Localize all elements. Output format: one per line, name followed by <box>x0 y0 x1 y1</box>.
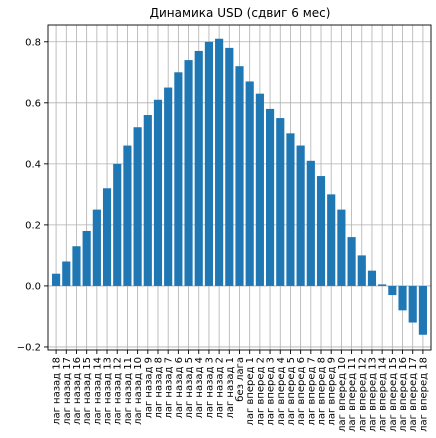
y-tick-label: 0.0 <box>25 281 41 292</box>
bar <box>164 87 173 286</box>
bar <box>153 99 163 286</box>
x-tick-label: лаг назад 6 <box>174 357 185 419</box>
bar <box>378 284 387 286</box>
x-tick-label: лаг назад 15 <box>82 357 93 425</box>
bar <box>296 145 305 286</box>
bar <box>367 270 377 286</box>
bar <box>245 81 254 286</box>
y-tick-label: 0.8 <box>25 37 41 48</box>
x-tick-label: лаг вперед 5 <box>286 357 297 426</box>
x-tick-label: лаг вперед 3 <box>266 357 277 426</box>
x-tick-label: лаг вперед 12 <box>357 357 368 432</box>
bars-layer <box>52 38 427 335</box>
x-tick-label: лаг назад 1 <box>225 357 236 419</box>
x-tick-label: лаг вперед 4 <box>276 357 287 426</box>
bar <box>316 176 326 286</box>
bar <box>408 285 417 323</box>
x-tick-label: лаг вперед 18 <box>418 357 429 432</box>
bar <box>174 72 183 286</box>
bar <box>52 273 61 286</box>
bar <box>306 160 315 286</box>
x-tick-label: лаг назад 11 <box>123 357 134 425</box>
x-tick-label: лаг назад 18 <box>52 357 63 425</box>
x-tick-label: без лага <box>235 357 246 402</box>
y-tick-label: 0.2 <box>25 220 41 231</box>
bar <box>194 50 203 286</box>
y-tick-label: 0.4 <box>25 159 41 170</box>
bar <box>357 255 366 286</box>
x-tick-label: лаг вперед 14 <box>378 357 389 432</box>
x-tick-label: лаг назад 12 <box>113 357 124 425</box>
x-tick-label: лаг вперед 10 <box>337 357 348 432</box>
bar <box>347 237 356 286</box>
y-tick-label: 0.6 <box>25 98 41 109</box>
bar <box>327 194 336 286</box>
bar <box>225 47 234 286</box>
x-tick-label: лаг назад 2 <box>215 357 226 419</box>
x-tick-label: лаг назад 10 <box>133 357 144 425</box>
bar <box>276 118 285 286</box>
chart-title: Динамика USD (сдвиг 6 мес) <box>150 6 331 20</box>
bar <box>133 127 142 286</box>
bar <box>204 41 214 286</box>
bar <box>62 261 71 286</box>
bar <box>398 285 407 311</box>
bar <box>388 285 397 296</box>
y-axis-ticks: −0.2 0.0 0.2 0.4 0.6 0.8 <box>17 37 48 353</box>
y-tick-label: −0.2 <box>17 342 41 353</box>
x-tick-label: лаг назад 8 <box>153 357 164 419</box>
x-tick-label: лаг назад 3 <box>204 357 215 419</box>
bar <box>265 108 275 286</box>
x-tick-label: лаг назад 16 <box>72 357 83 425</box>
bar <box>102 188 112 286</box>
x-tick-label: лаг назад 17 <box>62 357 73 425</box>
x-tick-label: лаг вперед 9 <box>327 357 338 426</box>
x-axis-ticks: лаг назад 18 лаг назад 17 лаг назад 16 лаг … <box>52 350 429 432</box>
x-tick-label: лаг вперед 15 <box>388 357 399 432</box>
bar <box>215 38 224 286</box>
x-tick-label: лаг вперед 17 <box>408 357 419 432</box>
x-tick-label: лаг назад 13 <box>103 357 114 425</box>
bar <box>82 230 91 286</box>
x-tick-label: лаг вперед 8 <box>317 357 328 426</box>
x-tick-label: лаг назад 4 <box>194 357 205 419</box>
x-tick-label: лаг вперед 13 <box>367 357 378 432</box>
bar <box>113 163 122 286</box>
x-tick-label: лаг вперед 6 <box>296 357 307 426</box>
x-tick-label: лаг назад 5 <box>184 357 195 419</box>
bar <box>235 66 244 286</box>
bar <box>286 133 295 286</box>
x-tick-label: лаг назад 7 <box>164 357 175 419</box>
bar <box>123 145 132 286</box>
bar <box>184 60 193 286</box>
bar <box>337 209 346 286</box>
bar <box>92 209 101 286</box>
x-tick-label: лаг вперед 7 <box>306 357 317 426</box>
x-tick-label: лаг вперед 11 <box>347 357 358 432</box>
bar <box>418 285 427 335</box>
x-tick-label: лаг вперед 16 <box>398 357 409 432</box>
x-tick-label: лаг назад 14 <box>92 357 103 425</box>
x-tick-label: лаг назад 9 <box>143 357 154 419</box>
x-tick-label: лаг вперед 1 <box>245 357 256 426</box>
x-tick-label: лаг вперед 2 <box>255 357 266 426</box>
bar <box>143 115 152 286</box>
bar <box>255 93 264 286</box>
bar <box>72 246 81 286</box>
